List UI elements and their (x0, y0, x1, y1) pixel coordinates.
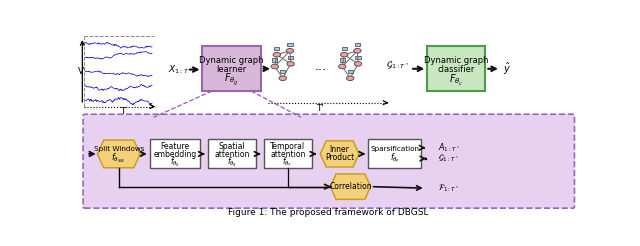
Ellipse shape (273, 52, 280, 57)
Bar (274, 46, 280, 50)
Bar (150, 138, 200, 168)
Ellipse shape (339, 64, 346, 69)
Text: $f_{\theta_S}$: $f_{\theta_S}$ (227, 156, 237, 169)
Text: Temporal: Temporal (270, 142, 305, 152)
Text: Dynamic graph: Dynamic graph (199, 56, 264, 65)
Bar (288, 56, 293, 59)
Ellipse shape (286, 48, 294, 53)
Text: $f_{\theta_P}$: $f_{\theta_P}$ (390, 152, 400, 165)
Text: attention: attention (214, 150, 250, 159)
Text: $\mathcal{G}_{1:T^*}$: $\mathcal{G}_{1:T^*}$ (438, 153, 459, 164)
Text: Split Windows: Split Windows (93, 146, 144, 152)
Text: T: T (120, 108, 125, 116)
Text: Product: Product (325, 153, 355, 162)
Text: Inner: Inner (330, 145, 349, 154)
Text: $F_{\theta_g}$: $F_{\theta_g}$ (224, 72, 239, 88)
Bar (280, 70, 285, 73)
Text: Feature: Feature (161, 142, 189, 152)
Text: Spatial: Spatial (218, 142, 245, 152)
Text: $f_{\theta_T}$: $f_{\theta_T}$ (282, 156, 293, 169)
Polygon shape (97, 140, 140, 168)
Text: V: V (77, 67, 84, 76)
Text: $f_{\theta_S}$: $f_{\theta_S}$ (170, 156, 180, 169)
Text: attention: attention (270, 150, 305, 159)
Text: Dynamic graph: Dynamic graph (424, 56, 488, 65)
Text: $X_{1:T}$: $X_{1:T}$ (168, 63, 190, 76)
Bar (340, 58, 345, 62)
Ellipse shape (279, 76, 287, 80)
Bar (368, 138, 421, 168)
Ellipse shape (271, 64, 278, 69)
Text: Correlation: Correlation (329, 182, 372, 191)
Bar (348, 70, 353, 73)
Text: embedding: embedding (154, 150, 196, 159)
Text: Sparsification: Sparsification (370, 146, 419, 152)
Text: $F_{\theta_c}$: $F_{\theta_c}$ (449, 73, 463, 88)
Bar (287, 43, 292, 46)
Bar (428, 46, 485, 91)
Bar (355, 43, 360, 46)
Bar (202, 46, 260, 91)
Ellipse shape (287, 62, 294, 66)
FancyBboxPatch shape (83, 114, 575, 208)
Text: $A_{1:T^*}$: $A_{1:T^*}$ (438, 141, 460, 154)
Ellipse shape (355, 62, 362, 66)
Text: classifier: classifier (438, 65, 475, 74)
Text: T': T' (316, 104, 324, 113)
Ellipse shape (346, 76, 354, 80)
Text: $\mathcal{F}_{1:T^*}$: $\mathcal{F}_{1:T^*}$ (438, 183, 460, 194)
Bar (355, 56, 361, 59)
Bar (208, 138, 256, 168)
Bar (272, 58, 278, 62)
Text: learner: learner (216, 65, 246, 74)
Polygon shape (320, 141, 359, 167)
Polygon shape (330, 174, 371, 199)
Text: $\hat{y}$: $\hat{y}$ (503, 61, 511, 77)
Bar (342, 46, 347, 50)
Text: $f_{\theta_{SW}}$: $f_{\theta_{SW}}$ (111, 152, 126, 165)
Ellipse shape (340, 52, 348, 57)
Text: $\mathcal{G}_{1:T^*}$: $\mathcal{G}_{1:T^*}$ (386, 59, 410, 71)
Text: Figure 1: The proposed framework of DBGSL: Figure 1: The proposed framework of DBGS… (228, 208, 428, 217)
Bar (264, 138, 312, 168)
Ellipse shape (354, 48, 361, 53)
Text: ...: ... (314, 60, 326, 73)
